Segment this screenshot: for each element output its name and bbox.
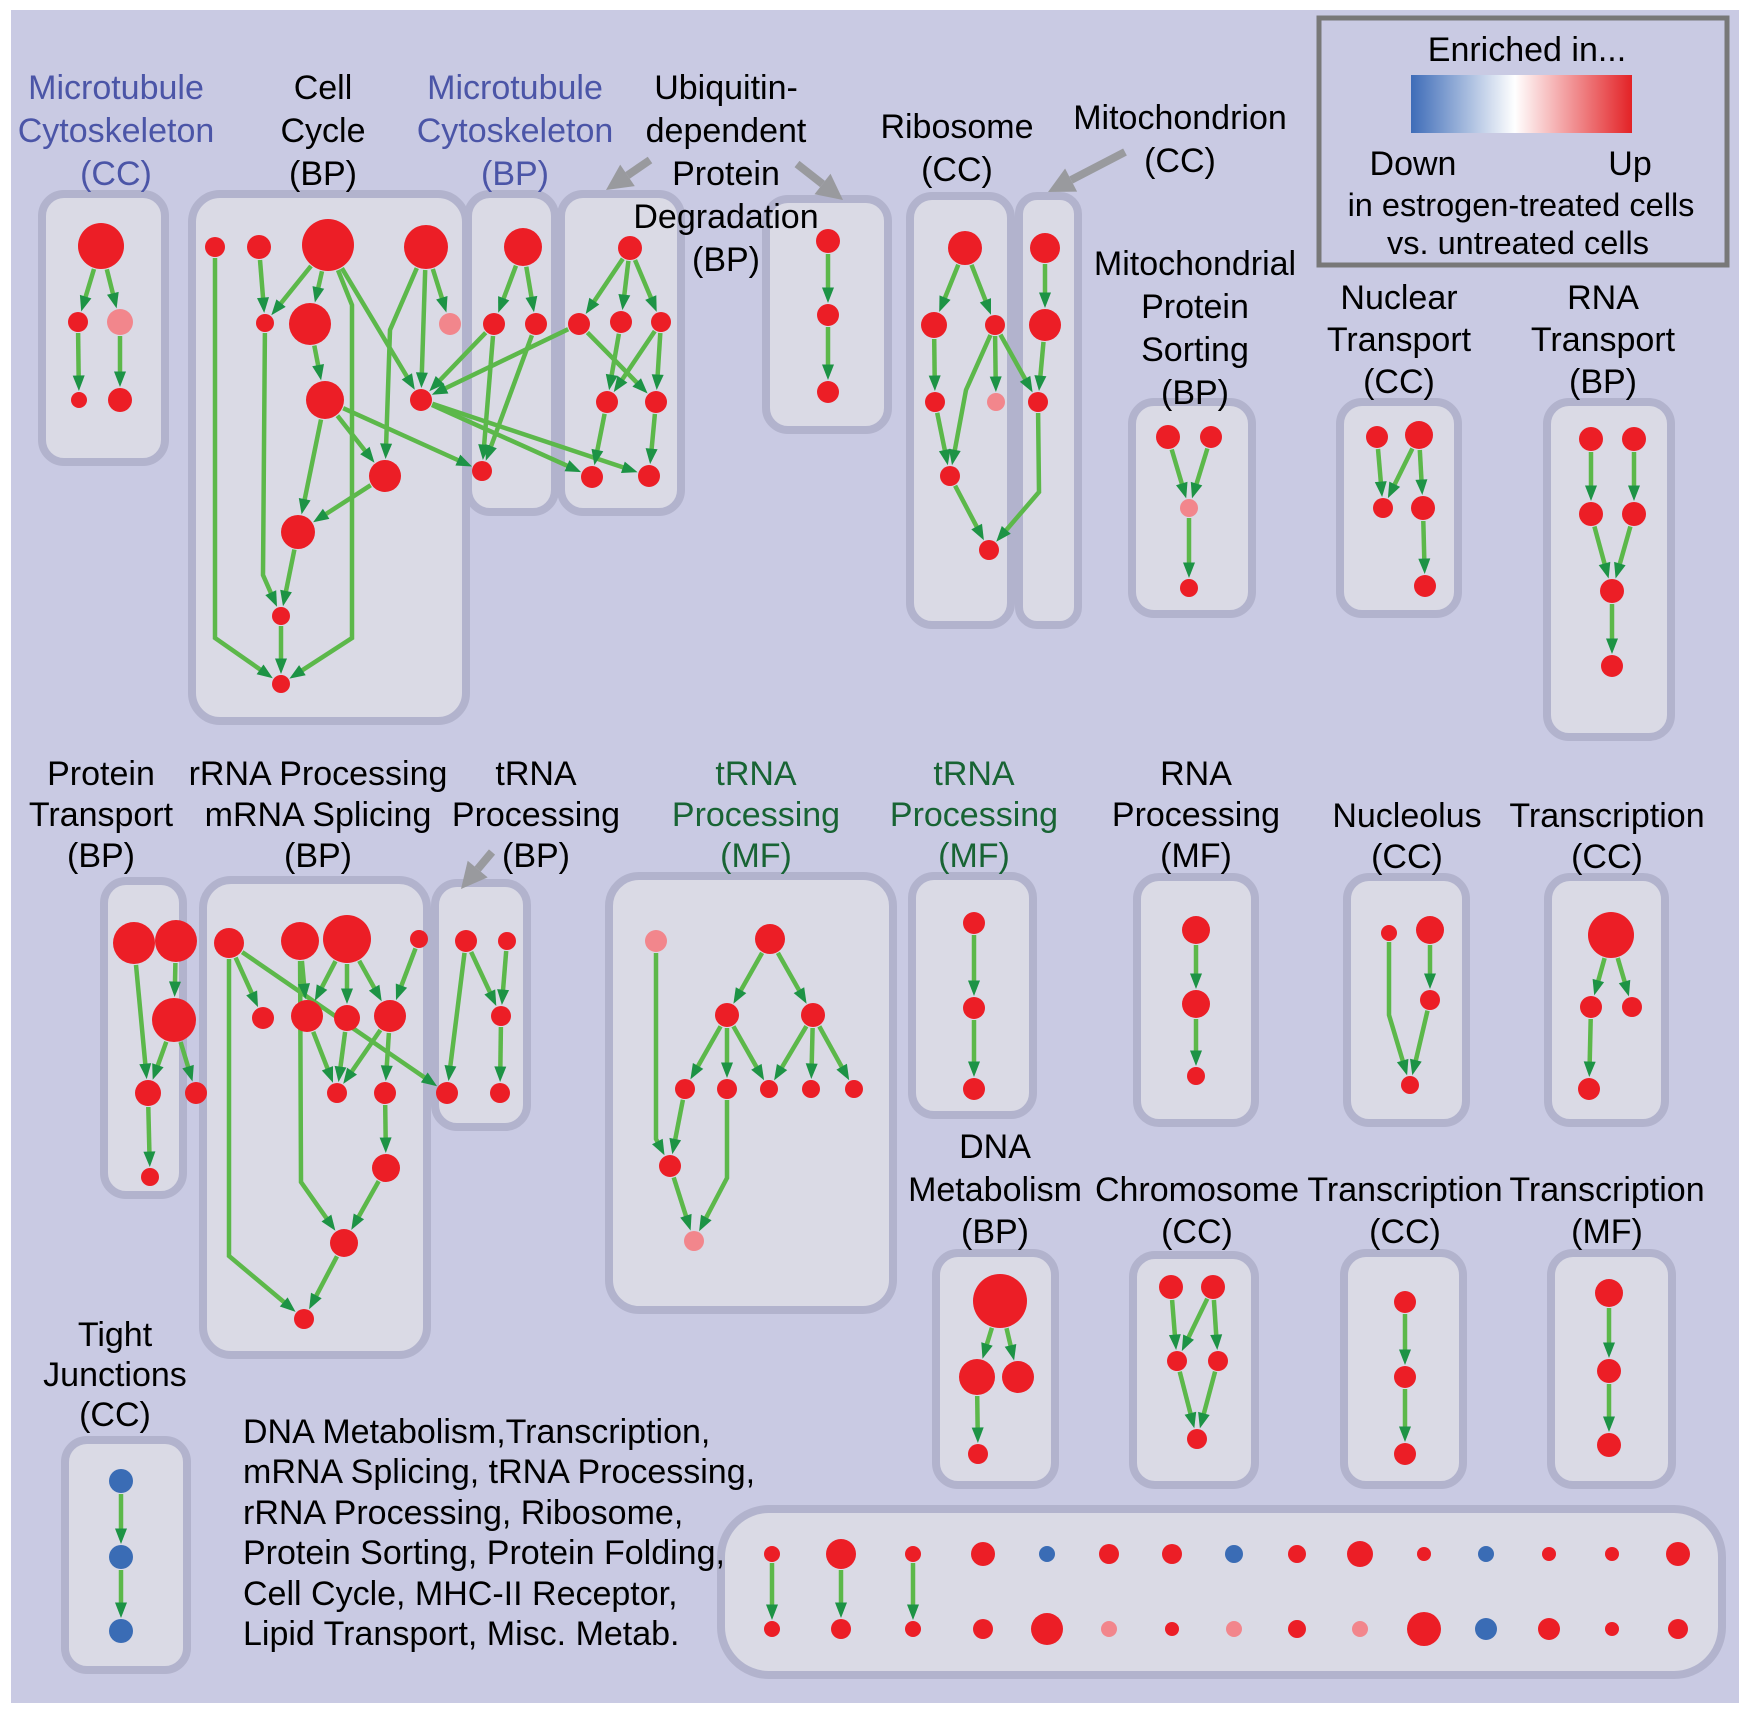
svg-text:(MF): (MF) — [1571, 1213, 1643, 1251]
svg-text:(CC): (CC) — [1161, 1213, 1233, 1251]
svg-text:DNA Metabolism,Transcription,: DNA Metabolism,Transcription, — [243, 1413, 710, 1451]
svg-text:Transport: Transport — [1327, 321, 1472, 359]
svg-text:(CC): (CC) — [1369, 1213, 1441, 1251]
svg-text:(BP): (BP) — [961, 1213, 1029, 1251]
svg-text:rRNA Processing: rRNA Processing — [189, 755, 448, 793]
svg-text:Ribosome: Ribosome — [880, 108, 1033, 146]
svg-text:(CC): (CC) — [1571, 838, 1643, 876]
svg-text:(CC): (CC) — [1371, 838, 1443, 876]
svg-text:(CC): (CC) — [79, 1396, 151, 1434]
svg-text:(BP): (BP) — [289, 155, 357, 193]
svg-text:Degradation: Degradation — [633, 198, 818, 236]
svg-text:Enriched in...: Enriched in... — [1428, 31, 1626, 69]
svg-text:(MF): (MF) — [938, 837, 1010, 875]
svg-text:tRNA: tRNA — [495, 755, 577, 793]
svg-text:rRNA Processing, Ribosome,: rRNA Processing, Ribosome, — [243, 1494, 683, 1532]
svg-text:Cell Cycle, MHC-II Receptor,: Cell Cycle, MHC-II Receptor, — [243, 1575, 678, 1613]
svg-text:Protein: Protein — [47, 755, 155, 793]
svg-text:(CC): (CC) — [1144, 142, 1216, 180]
svg-text:tRNA: tRNA — [715, 755, 797, 793]
svg-text:Processing: Processing — [890, 796, 1058, 834]
svg-text:Ubiquitin-: Ubiquitin- — [654, 69, 798, 107]
svg-text:Transport: Transport — [29, 796, 174, 834]
svg-text:Processing: Processing — [672, 796, 840, 834]
svg-text:Junctions: Junctions — [43, 1356, 187, 1394]
svg-text:tRNA: tRNA — [933, 755, 1015, 793]
svg-text:DNA: DNA — [959, 1128, 1031, 1166]
svg-text:RNA: RNA — [1567, 279, 1639, 317]
svg-text:Sorting: Sorting — [1141, 331, 1249, 369]
svg-text:Mitochondrial: Mitochondrial — [1094, 245, 1296, 283]
svg-text:Cytoskeleton: Cytoskeleton — [417, 112, 614, 150]
svg-text:(CC): (CC) — [1363, 363, 1435, 401]
svg-text:Transcription: Transcription — [1509, 1171, 1704, 1209]
svg-text:(MF): (MF) — [720, 837, 792, 875]
svg-text:Cytoskeleton: Cytoskeleton — [18, 112, 215, 150]
svg-text:Protein Sorting, Protein Foldi: Protein Sorting, Protein Folding, — [243, 1534, 725, 1572]
svg-text:(BP): (BP) — [284, 837, 352, 875]
svg-text:Transcription: Transcription — [1307, 1171, 1502, 1209]
svg-text:Metabolism: Metabolism — [908, 1171, 1082, 1209]
svg-text:(BP): (BP) — [692, 241, 760, 279]
svg-text:Processing: Processing — [1112, 796, 1280, 834]
svg-text:Protein: Protein — [1141, 288, 1249, 326]
svg-text:Lipid Transport, Misc. Metab.: Lipid Transport, Misc. Metab. — [243, 1615, 680, 1653]
svg-text:Nucleolus: Nucleolus — [1332, 797, 1481, 835]
svg-text:vs. untreated cells: vs. untreated cells — [1387, 225, 1649, 261]
svg-text:RNA: RNA — [1160, 755, 1232, 793]
svg-text:Protein: Protein — [672, 155, 780, 193]
svg-text:Up: Up — [1608, 145, 1651, 183]
svg-text:Nuclear: Nuclear — [1340, 279, 1457, 317]
svg-text:dependent: dependent — [646, 112, 807, 150]
svg-text:(BP): (BP) — [67, 837, 135, 875]
svg-text:Microtubule: Microtubule — [427, 69, 603, 107]
svg-text:Processing: Processing — [452, 796, 620, 834]
svg-text:(BP): (BP) — [1161, 374, 1229, 412]
svg-text:Chromosome: Chromosome — [1095, 1171, 1299, 1209]
svg-text:(BP): (BP) — [502, 837, 570, 875]
svg-text:Cycle: Cycle — [280, 112, 365, 150]
svg-text:(BP): (BP) — [1569, 363, 1637, 401]
svg-text:Microtubule: Microtubule — [28, 69, 204, 107]
svg-text:Mitochondrion: Mitochondrion — [1073, 99, 1287, 137]
svg-text:mRNA Splicing, tRNA Processing: mRNA Splicing, tRNA Processing, — [243, 1453, 755, 1491]
svg-text:Down: Down — [1370, 145, 1457, 183]
svg-text:(CC): (CC) — [80, 155, 152, 193]
svg-text:Transcription: Transcription — [1509, 797, 1704, 835]
svg-text:(CC): (CC) — [921, 151, 993, 189]
svg-text:in estrogen-treated cells: in estrogen-treated cells — [1348, 187, 1695, 223]
svg-text:Transport: Transport — [1531, 321, 1676, 359]
svg-text:Cell: Cell — [294, 69, 353, 107]
svg-text:(MF): (MF) — [1160, 837, 1232, 875]
svg-text:mRNA Splicing: mRNA Splicing — [205, 796, 432, 834]
svg-text:(BP): (BP) — [481, 155, 549, 193]
svg-text:Tight: Tight — [78, 1316, 153, 1354]
